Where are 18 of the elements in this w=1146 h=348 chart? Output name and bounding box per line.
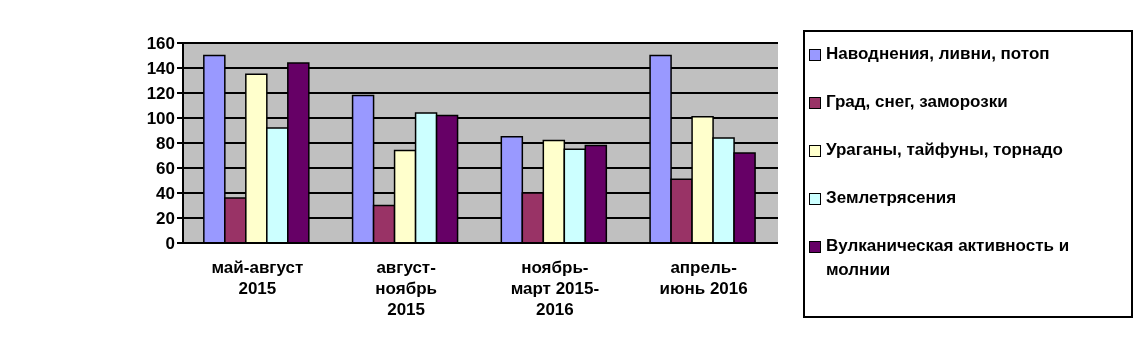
legend-label: Наводнения, ливни, потоп	[826, 43, 1050, 65]
x-tick-label: ноябрь-март 2015-2016	[510, 258, 600, 319]
y-tick-label: 60	[156, 159, 175, 179]
y-tick-label: 20	[156, 209, 175, 229]
y-tick-label: 40	[156, 184, 175, 204]
y-tick-label: 100	[146, 109, 175, 129]
x-tick-label: апрель-июнь 2016	[659, 258, 748, 298]
legend-label: Ураганы, тайфуны, торнадо	[826, 139, 1063, 161]
y-tick-label: 120	[146, 84, 175, 104]
y-tick-label: 0	[165, 234, 175, 254]
x-tick-label: август-ноябрь 2015	[375, 258, 437, 319]
x-tick-label: май-август 2015	[211, 258, 304, 298]
legend-label: Землетрясения	[826, 187, 957, 209]
legend-label: Вулканическая активность и молнии	[826, 235, 1071, 281]
y-tick-label: 160	[146, 34, 175, 54]
legend-label: Град, снег, заморозки	[826, 91, 1008, 113]
y-tick-label: 80	[156, 134, 175, 154]
y-tick-label: 140	[146, 59, 175, 79]
